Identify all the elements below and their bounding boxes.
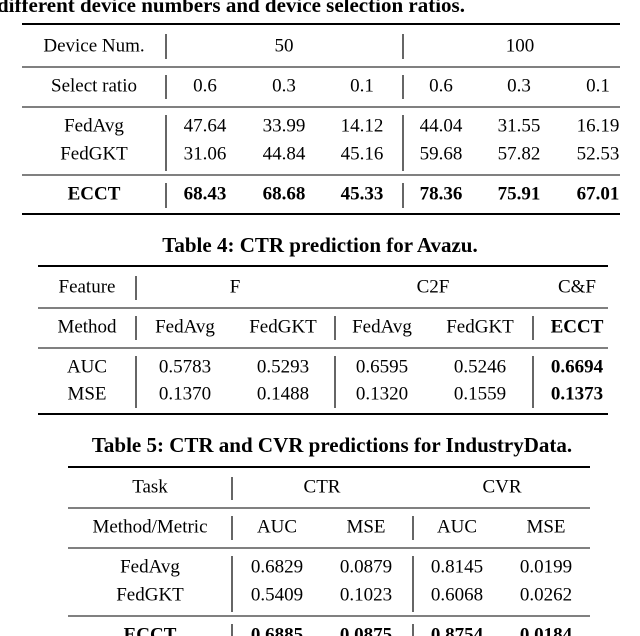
cell: Task (132, 476, 168, 497)
cell: 0.8145 (431, 556, 483, 577)
cell: 59.68 (420, 143, 463, 164)
cell: MSE (346, 516, 385, 537)
cell: Method/Metric (92, 516, 207, 537)
cell: AUC (257, 516, 297, 537)
cell: 44.84 (263, 143, 306, 164)
cell: 0.5783 (159, 356, 211, 377)
cell: 78.36 (420, 183, 463, 204)
cell: CTR (304, 476, 341, 497)
cell: ECCT (124, 624, 177, 636)
cell: 50 (275, 35, 294, 56)
cell: 0.0184 (520, 624, 573, 636)
cell: CVR (482, 476, 521, 497)
cell: 0.6068 (431, 584, 483, 605)
cell: Device Num. (43, 35, 144, 56)
cell: 0.1559 (454, 383, 506, 404)
cell: 0.6829 (251, 556, 303, 577)
caption: Table 5: CTR and CVR predictions for Ind… (92, 433, 572, 457)
cell: 68.68 (263, 183, 306, 204)
caption: Table 4: CTR prediction for Avazu. (162, 233, 477, 257)
cell: 0.1373 (551, 383, 603, 404)
cell: 75.91 (498, 183, 541, 204)
cell: Method (57, 316, 117, 337)
cell: C&F (558, 276, 596, 297)
cell: FedAvg (155, 316, 215, 337)
cell: ECCT (68, 183, 121, 204)
cell: 0.6694 (551, 356, 604, 377)
cell: 0.5409 (251, 584, 303, 605)
cell: 0.8754 (431, 624, 484, 636)
cell: FedGKT (60, 143, 128, 164)
cell: 47.64 (184, 115, 227, 136)
cell: FedAvg (120, 556, 180, 577)
cell: 52.53 (577, 143, 620, 164)
cell: FedAvg (64, 115, 124, 136)
cell: 0.5293 (257, 356, 309, 377)
cell: 0.0879 (340, 556, 392, 577)
cell: 0.1 (586, 75, 610, 96)
cell: FedGKT (446, 316, 514, 337)
cell: 31.55 (498, 115, 541, 136)
cell: 0.1370 (159, 383, 211, 404)
cell: 0.1 (350, 75, 374, 96)
cell: 0.1320 (356, 383, 408, 404)
cell: 14.12 (341, 115, 384, 136)
cell: 33.99 (263, 115, 306, 136)
cell: 0.5246 (454, 356, 506, 377)
cell: 45.33 (341, 183, 384, 204)
cell: 67.01 (577, 183, 620, 204)
cell: MSE (526, 516, 565, 537)
cell: 0.3 (272, 75, 296, 96)
cell: 57.82 (498, 143, 541, 164)
cell: 0.3 (507, 75, 531, 96)
caption: different device numbers and device sele… (0, 0, 465, 17)
cell: MSE (67, 383, 106, 404)
cell: 0.0262 (520, 584, 572, 605)
cell: C2F (417, 276, 450, 297)
cell: AUC (67, 356, 107, 377)
cell: FedGKT (249, 316, 317, 337)
cell: 0.6885 (251, 624, 303, 636)
cell: 0.6 (193, 75, 217, 96)
cell: 0.1023 (340, 584, 392, 605)
cell: ECCT (551, 316, 604, 337)
cell: 68.43 (184, 183, 227, 204)
cell: FedGKT (116, 584, 184, 605)
cell: 0.6 (429, 75, 453, 96)
cell: 0.1488 (257, 383, 309, 404)
cell: 0.6595 (356, 356, 408, 377)
cell: 100 (506, 35, 535, 56)
cell: 16.19 (577, 115, 620, 136)
cell: 0.0875 (340, 624, 392, 636)
cell: AUC (437, 516, 477, 537)
cell: 0.0199 (520, 556, 572, 577)
cell: FedAvg (352, 316, 412, 337)
cell: Feature (59, 276, 116, 297)
cell: F (230, 276, 241, 297)
cell: 31.06 (184, 143, 227, 164)
cell: 44.04 (420, 115, 463, 136)
cell: Select ratio (51, 75, 137, 96)
cell: 45.16 (341, 143, 384, 164)
